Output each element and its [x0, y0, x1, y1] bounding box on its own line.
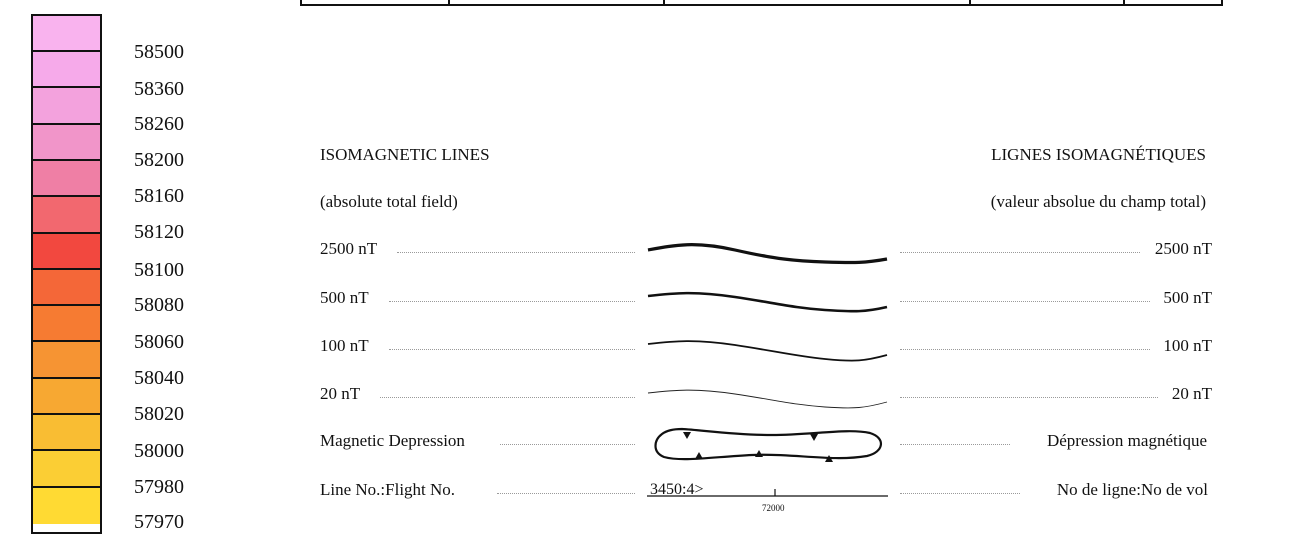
row-20-label-en: 20 nT	[320, 384, 361, 403]
color-swatch	[33, 449, 100, 488]
leader-dots	[900, 493, 1020, 494]
top-table-strip	[300, 0, 1223, 6]
color-swatch	[33, 304, 100, 343]
color-swatch	[33, 158, 100, 198]
color-swatch	[33, 340, 100, 379]
color-scale-bar	[31, 14, 102, 534]
isoline-2500-symbol	[647, 243, 888, 265]
leader-dots	[900, 444, 1010, 445]
row-500-label-fr: 500 nT	[1163, 288, 1212, 307]
row-line-label-fr: No de ligne:No de vol	[1056, 480, 1208, 499]
row-line-label-en: Line No.:Flight No.	[320, 480, 456, 499]
flight-line-label: 3450:4>	[650, 481, 704, 498]
color-scale-tick-label: 58100	[134, 259, 184, 281]
color-swatch	[33, 413, 100, 452]
color-scale-tick-label: 58020	[134, 403, 184, 425]
legend-subtitle-en: (absolute total field)	[320, 192, 458, 211]
flight-line-symbol	[647, 489, 888, 497]
row-100-label-en: 100 nT	[320, 336, 369, 355]
color-scale-tick-label: 58080	[134, 294, 184, 316]
leader-dots	[389, 349, 635, 350]
color-swatch	[33, 195, 100, 234]
leader-dots	[500, 444, 635, 445]
color-scale-tick-label: 58260	[134, 113, 184, 135]
leader-dots	[389, 301, 635, 302]
color-swatch	[33, 50, 100, 89]
leader-dots	[397, 252, 635, 253]
row-500-label-en: 500 nT	[320, 288, 369, 307]
leader-dots	[497, 493, 635, 494]
leader-dots	[900, 301, 1150, 302]
color-swatch	[33, 376, 100, 415]
color-scale-tick-label: 58060	[134, 331, 184, 353]
row-depression-label-fr: Dépression magnétique	[1046, 431, 1207, 450]
fiducial-label: 72000	[762, 503, 785, 513]
color-scale-tick-label: 57980	[134, 476, 184, 498]
legend-subtitle-fr: (valeur absolue du champ total)	[990, 192, 1206, 211]
color-scale-tick-label: 58160	[134, 185, 184, 207]
color-scale-tick-label: 58200	[134, 149, 184, 171]
row-2500-label-en: 2500 nT	[320, 239, 378, 258]
legend-title-fr: LIGNES ISOMAGNÉTIQUES	[991, 145, 1206, 164]
leader-dots	[900, 252, 1140, 253]
isoline-100-symbol	[647, 340, 888, 362]
row-depression-label-en: Magnetic Depression	[320, 431, 465, 450]
color-swatch	[33, 485, 100, 524]
color-scale-tick-label: 58360	[134, 78, 184, 100]
row-20-label-fr: 20 nT	[1171, 384, 1212, 403]
isoline-500-symbol	[647, 291, 888, 313]
color-swatch	[33, 267, 100, 307]
leader-dots	[900, 397, 1158, 398]
color-swatch	[33, 16, 100, 52]
color-swatch	[33, 231, 100, 270]
color-scale-tick-label: 57970	[134, 511, 184, 533]
color-swatch	[33, 122, 100, 161]
color-scale-tick-label: 58120	[134, 221, 184, 243]
color-swatch	[33, 86, 100, 125]
color-scale-tick-label: 58000	[134, 440, 184, 462]
isoline-20-symbol	[647, 389, 888, 409]
magnetic-depression-symbol	[654, 427, 882, 462]
row-2500-label-fr: 2500 nT	[1154, 239, 1212, 258]
leader-dots	[900, 349, 1150, 350]
color-scale-tick-label: 58500	[134, 41, 184, 63]
color-scale-tick-label: 58040	[134, 367, 184, 389]
legend-title-en: ISOMAGNETIC LINES	[320, 145, 490, 164]
row-100-label-fr: 100 nT	[1163, 336, 1212, 355]
leader-dots	[380, 397, 635, 398]
